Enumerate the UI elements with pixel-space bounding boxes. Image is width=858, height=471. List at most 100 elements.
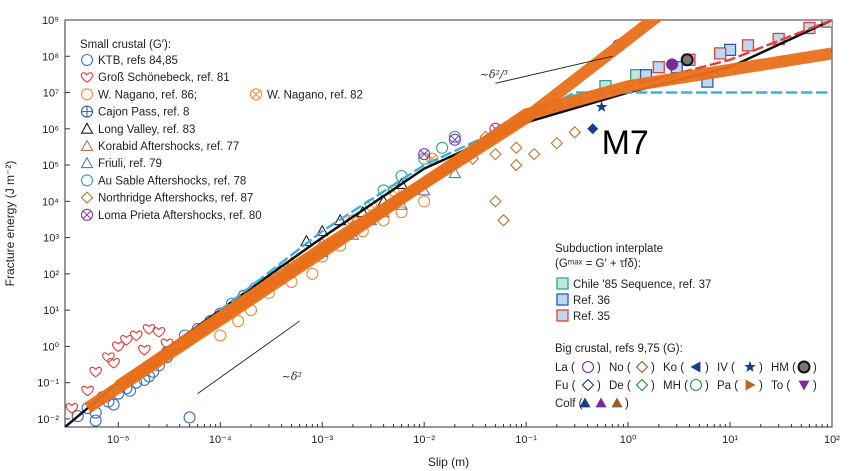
y-tick-label: 10⁴ xyxy=(42,196,59,208)
scatter-point xyxy=(418,152,431,165)
scatter-point xyxy=(315,224,329,237)
legend-label: Fu ( xyxy=(555,380,576,392)
y-tick-label: 10⁻¹ xyxy=(37,378,59,390)
x-tick-label: 10⁻³ xyxy=(311,434,333,446)
y-tick-label: 10¹ xyxy=(43,305,59,317)
scatter-point xyxy=(550,136,564,150)
legend-marker xyxy=(80,53,94,67)
legend-label: Pa ( xyxy=(717,380,738,392)
legend-label: W. Nagano, ref. 82 xyxy=(267,89,363,101)
x-axis-label: Slip (m) xyxy=(428,455,469,469)
scatter-point xyxy=(448,166,462,179)
legend-marker xyxy=(556,309,569,322)
scatter-point xyxy=(714,47,727,60)
x-tick-label: 10⁻⁴ xyxy=(209,434,232,446)
slope-annotation: ~δ² xyxy=(282,370,302,383)
legend-label: ) xyxy=(651,380,655,392)
legend-label: Long Valley, ref. 83 xyxy=(98,124,195,136)
legend-marker xyxy=(581,378,595,392)
legend-marker xyxy=(689,378,703,392)
legend-label: Ko ( xyxy=(663,362,684,374)
legend-label: ) xyxy=(813,380,817,392)
legend-label: Ref. 36 xyxy=(573,295,610,307)
scatter-point xyxy=(306,267,319,280)
legend-label: De ( xyxy=(609,380,631,392)
scatter-point xyxy=(112,341,125,353)
legend-label: ) xyxy=(597,362,601,374)
legend-label: ) xyxy=(705,380,709,392)
scatter-point xyxy=(680,53,694,67)
legend-label: Au Sable Aftershocks, ref. 78 xyxy=(98,175,246,187)
scatter-point xyxy=(568,126,582,139)
legend-label: ) xyxy=(759,380,763,392)
x-tick-label: 10⁰ xyxy=(620,434,637,446)
legend-label: Ref. 35 xyxy=(573,311,610,323)
legend-marker xyxy=(249,88,263,101)
scatter-point xyxy=(652,61,665,74)
scatter-point xyxy=(81,385,94,397)
scatter-point xyxy=(489,147,502,161)
legend-marker xyxy=(579,397,623,408)
x-tick-label: 10⁻² xyxy=(413,434,435,446)
x-tick-label: 10¹ xyxy=(722,434,738,446)
legend-marker xyxy=(797,360,811,374)
x-tick-label: 10⁻⁵ xyxy=(107,434,130,446)
series-line xyxy=(84,47,832,413)
scatter-point xyxy=(65,403,79,414)
y-tick-label: 10² xyxy=(43,269,59,281)
legend-marker xyxy=(80,105,94,118)
legend-label: ) xyxy=(705,362,709,374)
legend-label: ) xyxy=(597,380,601,392)
legend-label: Loma Prieta Aftershocks, ref. 80 xyxy=(98,210,262,222)
plot-area xyxy=(65,20,832,427)
y-tick-label: 10⁰ xyxy=(42,341,59,353)
legend-label: ) xyxy=(625,398,629,410)
legend-marker xyxy=(80,208,94,221)
scatter-point xyxy=(89,366,102,378)
legend-marker xyxy=(556,293,569,306)
scatter-point xyxy=(587,123,599,135)
scatter-point xyxy=(509,141,523,155)
legend-small-title: Small crustal (G′): xyxy=(80,39,171,51)
legend-label: Korabid Aftershocks, ref. 77 xyxy=(98,141,239,153)
y-tick-label: 10⁶ xyxy=(42,124,59,136)
scatter-point xyxy=(142,324,156,335)
legend-label: Chile '85 Sequence, ref. 37 xyxy=(573,279,711,291)
legend-marker xyxy=(80,174,94,187)
legend-marker xyxy=(80,122,94,134)
y-tick-label: 10⁹ xyxy=(42,15,59,27)
legend-label: W. Nagano, ref. 86; xyxy=(98,89,197,101)
legend-label: No ( xyxy=(609,362,631,374)
legend-label: Northridge Aftershocks, ref. 87 xyxy=(98,193,253,205)
legend-label: ) xyxy=(813,362,817,374)
legend-label: Groß Schönebeck, ref. 81 xyxy=(98,72,230,84)
scatter-point xyxy=(395,206,408,219)
y-tick-label: 10⁵ xyxy=(42,160,59,172)
legend-label: La ( xyxy=(555,362,575,374)
m7-label: M7 xyxy=(602,124,649,162)
scatter-point xyxy=(418,195,431,208)
legend-marker xyxy=(80,139,94,151)
x-tick-label: 10⁻¹ xyxy=(515,434,537,446)
legend-label: ) xyxy=(651,362,655,374)
y-tick-label: 10³ xyxy=(43,233,59,245)
scatter-point xyxy=(489,195,502,208)
scatter-point xyxy=(107,398,120,411)
legend-label: To ( xyxy=(771,380,790,392)
legend-label: KTB, refs 84,85 xyxy=(98,55,178,67)
slope-reference-line xyxy=(495,55,613,84)
legend-sub-title: Subduction interplate xyxy=(555,243,663,255)
legend-marker xyxy=(80,88,94,101)
scatter-point xyxy=(183,411,196,424)
scatter-point xyxy=(71,410,84,423)
series-line xyxy=(218,91,832,312)
scatter-point xyxy=(107,357,120,369)
y-axis-label: Fracture energy (J m⁻²) xyxy=(3,161,17,287)
scatter-point xyxy=(527,147,541,161)
scatter-point xyxy=(509,158,523,172)
y-tick-label: 10⁸ xyxy=(42,51,59,63)
legend-label: IV ( xyxy=(717,362,735,374)
scatter-point xyxy=(138,344,151,356)
scatter-point xyxy=(120,335,133,346)
